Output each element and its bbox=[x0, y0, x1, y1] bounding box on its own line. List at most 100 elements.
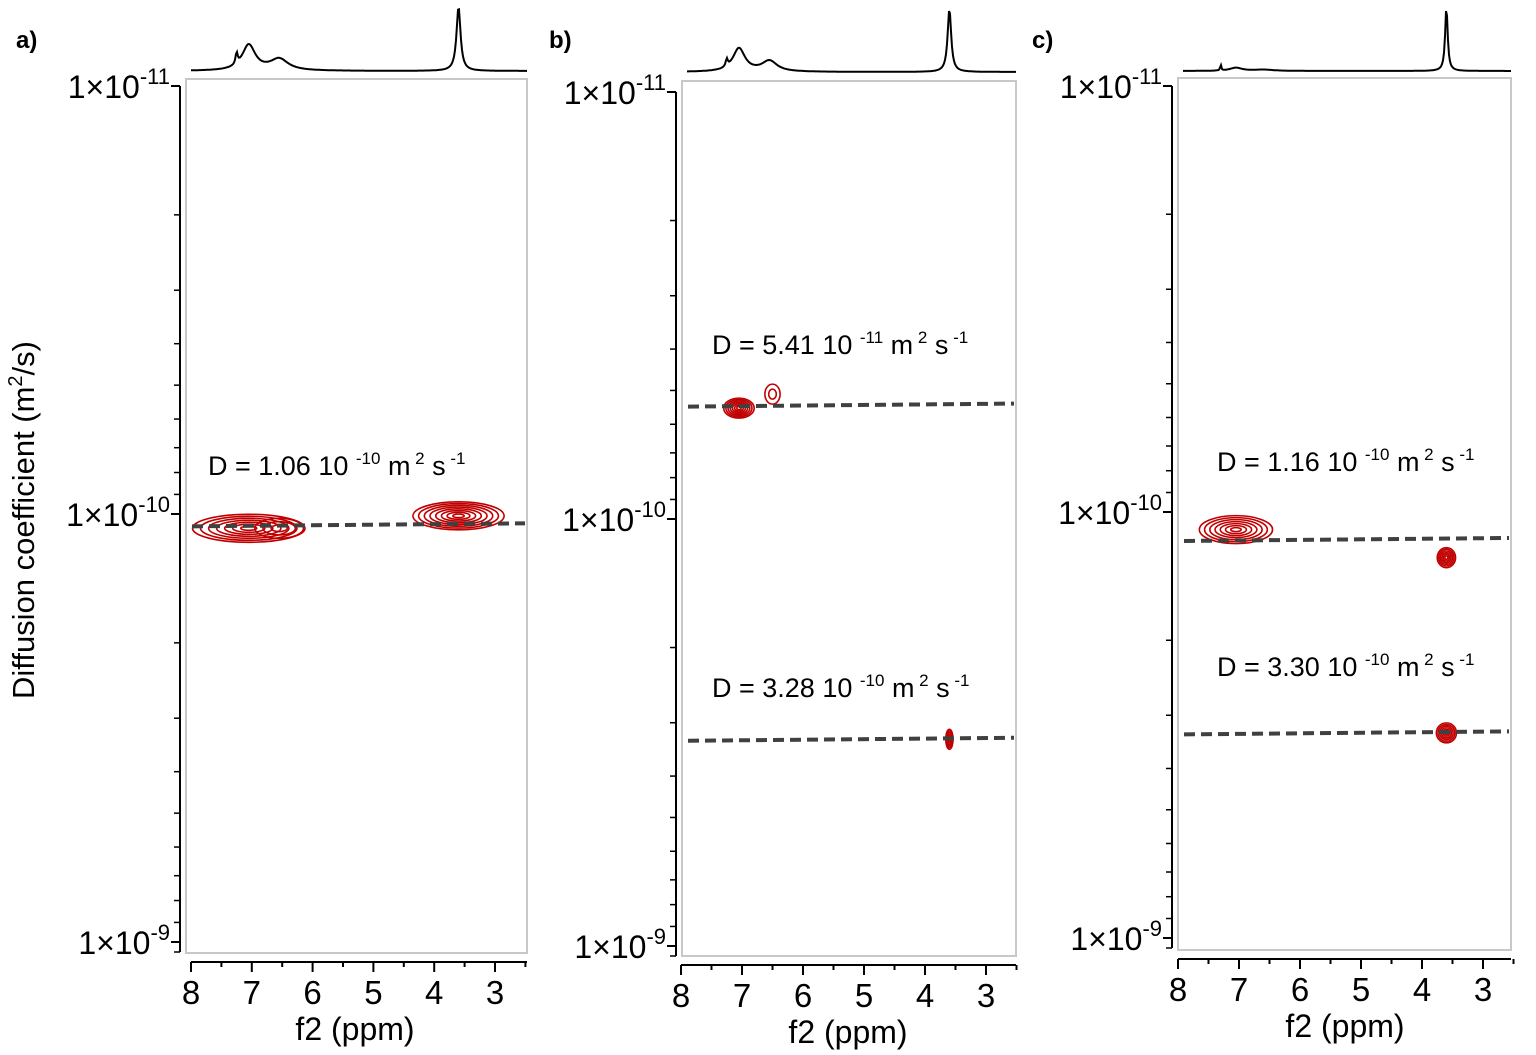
contour-peak bbox=[412, 501, 505, 531]
y-axis: 1×10-111×10-101×10-9 bbox=[66, 64, 181, 961]
annotation-unit2-exponent: -1 bbox=[1455, 650, 1475, 669]
y-tick-label: 1×10-9 bbox=[1070, 916, 1162, 957]
diffusion-fit-line bbox=[1183, 535, 1510, 543]
plot-frame bbox=[1177, 77, 1512, 951]
annotation-unit2: s bbox=[425, 451, 446, 481]
annotation-value: D = 1.16 10 bbox=[1217, 447, 1365, 477]
contour-level bbox=[423, 504, 494, 528]
x-axis: 8 7 6 5 4 3 f2 (ppm) bbox=[1169, 958, 1515, 1044]
y-tick-base: 1×10 bbox=[68, 69, 140, 105]
y-tick-exponent: -10 bbox=[634, 497, 666, 522]
annotation-unit: m bbox=[884, 673, 914, 703]
annotation-unit-exponent: 2 bbox=[914, 671, 928, 690]
contour-level bbox=[417, 502, 500, 529]
y-tick-exponent: -11 bbox=[1132, 64, 1162, 89]
annotation-unit-exponent: 2 bbox=[1419, 650, 1433, 669]
y-tick-label: 1×10-9 bbox=[574, 924, 666, 965]
contour-level bbox=[767, 388, 778, 400]
annotation-unit2: s bbox=[1434, 447, 1455, 477]
x-tick-label: 8 bbox=[1169, 971, 1187, 1008]
diffusion-annotation: D = 1.06 10 -10 m 2 s -1 bbox=[208, 449, 465, 481]
annotation-exponent: -10 bbox=[1365, 650, 1390, 669]
contour-level bbox=[1441, 551, 1452, 564]
y-axis: 1×10-11 1×10 -10 1×10-9 bbox=[562, 70, 677, 965]
y-tick-base: 1×10 bbox=[1070, 921, 1142, 957]
y-tick-base: 1×10 bbox=[66, 497, 138, 533]
y-tick-exponent: -9 bbox=[150, 920, 170, 945]
y-tick-exponent: -9 bbox=[646, 924, 666, 949]
y-tick-base: 1×10 bbox=[1060, 69, 1132, 105]
y-tick-label: 1×10-11 bbox=[1060, 64, 1162, 105]
contour-level bbox=[1224, 524, 1248, 535]
contour-level bbox=[735, 405, 742, 411]
annotation-exponent: -10 bbox=[1365, 445, 1390, 464]
x-tick-label: 3 bbox=[486, 974, 504, 1011]
panel-label: b) bbox=[549, 27, 572, 54]
diffusion-annotation: D = 1.16 10 -10 m 2 s -1 bbox=[1217, 445, 1474, 477]
contour-level bbox=[434, 508, 483, 524]
spectrum-1d-projection bbox=[1183, 10, 1511, 72]
annotation-unit-exponent: 2 bbox=[913, 328, 927, 347]
y-tick-exponent: -10 bbox=[138, 492, 170, 517]
diffusion-fit-line bbox=[1183, 729, 1510, 737]
contour-level bbox=[215, 519, 282, 538]
y-tick-exponent: -10 bbox=[1130, 490, 1162, 515]
annotation-value: D = 3.30 10 bbox=[1217, 652, 1365, 682]
contour-level bbox=[446, 511, 471, 521]
y-tick-label: 1×10-11 bbox=[564, 70, 666, 111]
x-tick-label: 8 bbox=[182, 974, 200, 1011]
x-axis: 8 7 6 5 4 3 f2 (ppm) bbox=[182, 961, 527, 1047]
x-tick-label: 7 bbox=[243, 974, 261, 1011]
x-tick-label: 4 bbox=[916, 977, 934, 1014]
y-tick-label: 1×10-10 bbox=[66, 492, 170, 533]
y-tick-label: 1×10-10 bbox=[1058, 490, 1162, 531]
annotation-unit: m bbox=[883, 330, 913, 360]
diffusion-fit-line bbox=[687, 401, 1015, 409]
x-tick-label: 5 bbox=[1352, 971, 1370, 1008]
y-tick-exponent: -9 bbox=[1142, 916, 1162, 941]
x-axis-title: f2 (ppm) bbox=[788, 1014, 907, 1050]
contour-peak bbox=[191, 513, 306, 544]
contour-level bbox=[412, 501, 505, 531]
y-tick-label: 1×10-11 bbox=[68, 64, 170, 105]
annotation-unit: m bbox=[1389, 652, 1419, 682]
panel-label: c) bbox=[1032, 27, 1053, 54]
annotation-unit: m bbox=[1389, 447, 1419, 477]
annotation-unit2-exponent: -1 bbox=[950, 671, 970, 690]
y-tick-base: 1×10 bbox=[574, 929, 646, 965]
spectrum-1d-projection bbox=[687, 10, 1016, 73]
diffusion-annotation: D = 5.41 10 -11 m 2 s -1 bbox=[712, 328, 968, 360]
contour-level bbox=[429, 506, 488, 526]
contour-level bbox=[1444, 555, 1449, 561]
plot-frame bbox=[681, 80, 1017, 957]
contour-level bbox=[199, 515, 298, 542]
plot-frame bbox=[185, 78, 528, 954]
contour-level bbox=[223, 521, 274, 536]
contour-level bbox=[207, 517, 290, 540]
x-tick-label: 4 bbox=[1413, 971, 1431, 1008]
contour-level bbox=[1439, 550, 1454, 566]
x-tick-label: 6 bbox=[1291, 971, 1309, 1008]
x-axis: 8 7 6 5 4 3 f2 (ppm) bbox=[672, 964, 1018, 1050]
contour-level bbox=[764, 383, 781, 405]
y-tick-base: 1×10 bbox=[1058, 495, 1130, 531]
diffusion-fit-line bbox=[191, 521, 526, 529]
contour-level bbox=[1209, 518, 1263, 541]
y-axis-title-pre: Diffusion coefficient (m bbox=[6, 387, 41, 699]
panel-c: c)1×10-111×10-101×10-98 7 6 5 4 3f2 (ppm)D = … bbox=[1032, 10, 1515, 1044]
annotation-exponent: -11 bbox=[860, 328, 883, 347]
contour-level bbox=[254, 517, 305, 540]
annotation-unit2: s bbox=[1434, 652, 1455, 682]
annotation-unit: m bbox=[380, 451, 410, 481]
annotation-unit2: s bbox=[929, 673, 950, 703]
contour-level bbox=[440, 509, 477, 522]
contour-level bbox=[262, 520, 297, 536]
contour-peak bbox=[764, 383, 781, 405]
contour-level bbox=[1436, 546, 1457, 569]
x-tick-label: 7 bbox=[1230, 971, 1248, 1008]
annotation-value: D = 3.28 10 bbox=[712, 673, 860, 703]
x-tick-label: 4 bbox=[425, 974, 443, 1011]
annotation-exponent: -10 bbox=[860, 671, 885, 690]
contour-level bbox=[1437, 548, 1455, 567]
